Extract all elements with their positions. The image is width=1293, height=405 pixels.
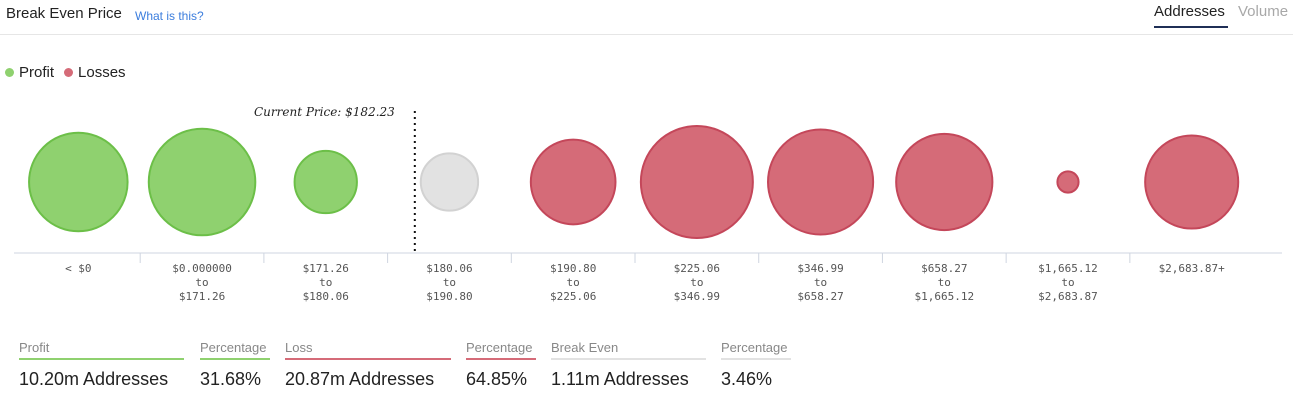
x-tick-label: $171.26 — [179, 290, 225, 303]
stat-value: 10.20m Addresses — [19, 369, 169, 389]
legend-item-profit[interactable]: Profit — [5, 64, 54, 81]
stat-label: Percentage — [200, 340, 270, 360]
help-link[interactable]: What is this? — [135, 9, 204, 23]
page-title: Break Even Price — [6, 5, 122, 22]
x-tick-label: $2,683.87 — [1038, 290, 1098, 303]
x-tick-label: < $0 — [65, 262, 92, 275]
x-tick-label: $346.99 — [797, 262, 843, 275]
stat-loss-percentage: Percentage 64.85% — [466, 340, 536, 390]
stat-profit-percentage: Percentage 31.68% — [200, 340, 270, 390]
x-tick-label: $2,683.87+ — [1159, 262, 1226, 275]
current-price-label: Current Price: $182.23 — [254, 105, 395, 119]
losses-dot-icon — [64, 68, 74, 77]
x-tick-label: to — [195, 276, 208, 289]
legend-item-losses[interactable]: Losses — [64, 64, 126, 81]
stat-value: 31.68% — [200, 369, 262, 389]
bubble-loss — [767, 128, 875, 236]
stat-label: Loss — [285, 340, 451, 360]
stat-label: Percentage — [466, 340, 536, 360]
bubble-loss — [529, 138, 617, 226]
stat-value: 20.87m Addresses — [285, 369, 435, 389]
x-tick-label: $225.06 — [674, 262, 720, 275]
bubble-loss — [1056, 170, 1080, 194]
x-tick-label: $0.000000 — [172, 262, 232, 275]
bubble-loss — [1144, 134, 1240, 230]
stat-value: 64.85% — [466, 369, 528, 389]
header: Break Even Price What is this? Addresses… — [0, 0, 1293, 35]
x-tick-label: to — [567, 276, 580, 289]
x-tick-label: $1,665.12 — [914, 290, 974, 303]
legend-label-losses: Losses — [78, 64, 126, 81]
bubble-loss — [895, 132, 994, 232]
legend-label-profit: Profit — [19, 64, 55, 81]
bubble-profit — [147, 127, 257, 237]
stat-value: 1.11m Addresses — [551, 369, 689, 389]
stat-label: Percentage — [721, 340, 791, 360]
stats-bar: Profit 10.20m Addresses Percentage 31.68… — [0, 340, 1293, 400]
stat-loss: Loss 20.87m Addresses — [285, 340, 451, 390]
bubble-loss — [639, 125, 754, 239]
stat-profit: Profit 10.20m Addresses — [19, 340, 184, 390]
x-tick-label: to — [319, 276, 332, 289]
x-tick-label: to — [814, 276, 827, 289]
stat-label: Profit — [19, 340, 184, 360]
legend: Profit Losses — [5, 64, 126, 81]
bubble-neutral — [419, 152, 480, 212]
x-tick-label: $658.27 — [797, 290, 843, 303]
x-tick-label: to — [938, 276, 951, 289]
x-tick-label: $180.06 — [303, 290, 349, 303]
x-tick-label: $190.80 — [426, 290, 472, 303]
stat-break-even: Break Even 1.11m Addresses — [551, 340, 706, 390]
stat-value: 3.46% — [721, 369, 773, 389]
x-tick-label: $346.99 — [674, 290, 720, 303]
profit-dot-icon — [5, 68, 14, 77]
tab-volume[interactable]: Volume — [1238, 3, 1289, 20]
tab-addresses[interactable]: Addresses — [1154, 3, 1228, 28]
bubble-profit — [28, 131, 129, 233]
x-tick-label: $225.06 — [550, 290, 596, 303]
x-tick-label: $171.26 — [303, 262, 349, 275]
x-tick-label: $658.27 — [921, 262, 967, 275]
stat-break-even-percentage: Percentage 3.46% — [721, 340, 791, 390]
x-tick-label: $1,665.12 — [1038, 262, 1098, 275]
x-tick-label: $190.80 — [550, 262, 596, 275]
x-tick-label: $180.06 — [426, 262, 472, 275]
stat-label: Break Even — [551, 340, 706, 360]
x-tick-label: to — [1061, 276, 1074, 289]
bubble-profit — [293, 149, 358, 215]
bubble-chart: < $0 $0.000000to$171.26$171.26to$180.06$1… — [14, 105, 1282, 303]
x-tick-label: to — [690, 276, 703, 289]
x-tick-label: to — [443, 276, 456, 289]
